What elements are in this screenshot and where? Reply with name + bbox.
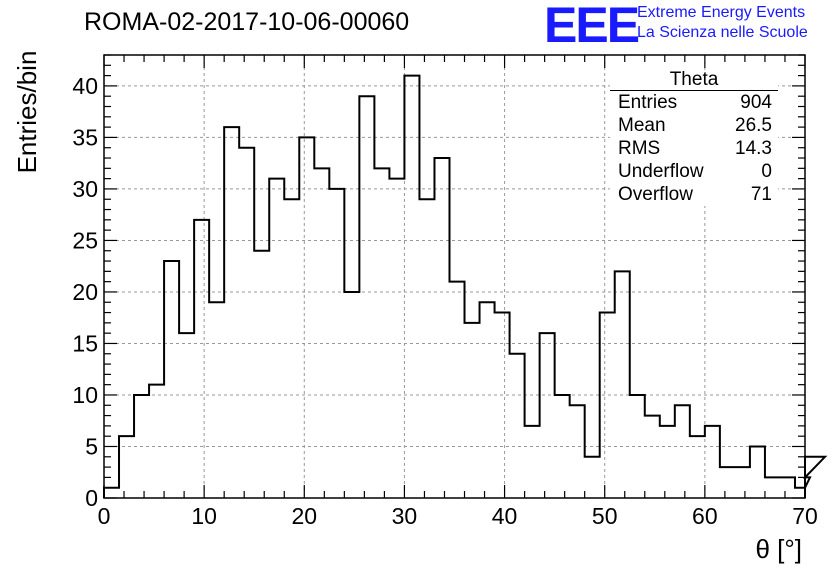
x-tick-label: 20 xyxy=(291,503,317,529)
stats-label: Overflow xyxy=(618,184,693,205)
y-tick-label: 5 xyxy=(85,433,98,459)
y-tick-label: 40 xyxy=(72,73,98,99)
stats-box: Theta Entries 904 Mean 26.5 RMS 14.3 Und… xyxy=(610,70,778,206)
y-tick-label: 10 xyxy=(72,382,98,408)
y-tick-label: 0 xyxy=(85,485,98,511)
x-tick-label: 60 xyxy=(692,503,718,529)
y-tick-label: 25 xyxy=(72,227,98,253)
stats-label: Entries xyxy=(618,92,678,113)
x-tick-label: 50 xyxy=(592,503,618,529)
stats-label: Underflow xyxy=(618,161,704,182)
x-axis-label: θ [°] xyxy=(755,534,802,564)
eee-logo: EEE xyxy=(544,0,640,53)
x-tick-label: 0 xyxy=(98,503,111,529)
x-tick-label: 10 xyxy=(191,503,217,529)
x-tick-label: 40 xyxy=(492,503,518,529)
stats-value: 71 xyxy=(750,184,772,205)
y-axis-label: Entries/bin xyxy=(12,50,42,174)
x-tick-label: 30 xyxy=(392,503,418,529)
tick-labels: 0 10 20 30 40 50 60 70 0 5 10 15 20 25 30 35 40 xyxy=(72,73,817,529)
y-tick-label: 35 xyxy=(72,124,98,150)
logo-line-1: Extreme Energy Events xyxy=(637,4,806,21)
y-tick-label: 15 xyxy=(72,330,98,356)
stats-title: Theta xyxy=(610,70,778,91)
stats-row-rms: RMS 14.3 xyxy=(610,137,778,160)
axis-ticks xyxy=(103,54,806,499)
stats-row-mean: Mean 26.5 xyxy=(610,114,778,137)
y-tick-label: 30 xyxy=(72,176,98,202)
stats-value: 0 xyxy=(761,161,772,182)
run-title: ROMA-02-2017-10-06-00060 xyxy=(84,8,410,36)
y-tick-label: 20 xyxy=(72,279,98,305)
stats-label: Mean xyxy=(618,115,666,136)
stats-value: 14.3 xyxy=(735,138,772,159)
stats-value: 904 xyxy=(740,92,772,113)
x-tick-label: 70 xyxy=(792,503,818,529)
stats-row-overflow: Overflow 71 xyxy=(610,183,778,206)
stats-value: 26.5 xyxy=(735,115,772,136)
histogram-outline xyxy=(103,74,828,498)
stats-row-entries: Entries 904 xyxy=(610,91,778,114)
plot-frame xyxy=(103,54,806,499)
stats-label: RMS xyxy=(618,138,661,159)
logo-line-2: La Scienza nelle Scuole xyxy=(637,24,808,41)
stats-row-underflow: Underflow 0 xyxy=(610,160,778,183)
